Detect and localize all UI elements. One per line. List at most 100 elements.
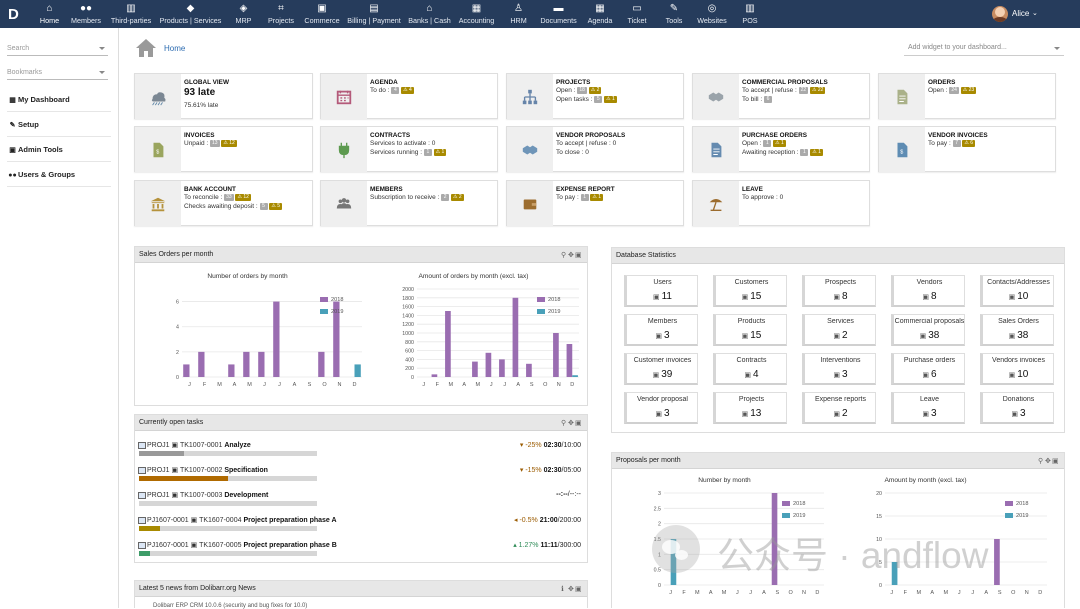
search-input[interactable]: Search [7,42,108,56]
menu-third-parties[interactable]: ▥ Third-parties [109,0,153,28]
bar-2018-M[interactable] [243,351,250,377]
box-vendor-proposals[interactable]: VENDOR PROPOSALS To accept | refuse : 0 … [506,126,684,173]
sidebar-item-admin-tools[interactable]: ▣ Admin Tools [7,138,111,162]
box-expense-report[interactable]: EXPENSE REPORT To pay : 1 ⚠ 1 [506,180,684,227]
user-name[interactable]: Alice [1012,9,1030,18]
task-text[interactable]: PJ1607-0001 ▣ TK1607-0005 Project prepar… [147,541,337,549]
warning-badge[interactable]: ⚠ 1 [773,140,786,147]
menu-billing[interactable]: ▤ Billing | Payment [346,0,402,28]
news-item[interactable]: Dolibarr ERP CRM 10.0.6 (security and bu… [153,603,308,609]
move-icon[interactable]: ✥ [1045,458,1055,465]
stat-card[interactable]: Products ▣ 15 [713,314,787,346]
stat-card[interactable]: Vendors invoices ▣ 10 [980,353,1054,385]
stat-card[interactable]: Purchase orders ▣ 6 [891,353,965,385]
bar-2018-D[interactable] [566,344,573,377]
warning-badge[interactable]: ⚠ 2 [588,87,602,94]
count-badge[interactable]: 18 [577,87,587,94]
bar-2018-A[interactable] [512,297,519,377]
filter-icon[interactable]: ⚲ [561,252,571,259]
warning-badge[interactable]: ⚠ 1 [590,194,604,201]
menu-home[interactable]: ⌂ Home [36,0,63,28]
stat-card[interactable]: Vendor proposal ▣ 3 [624,392,698,424]
app-logo[interactable]: D [8,6,19,23]
bar-2018-J[interactable] [183,364,190,377]
avatar[interactable] [992,6,1008,22]
count-badge[interactable]: 5 [259,203,268,210]
count-badge[interactable]: 33 [224,194,234,201]
bar-2018-J[interactable] [499,359,505,377]
menu-pos[interactable]: ▥ POS [739,0,761,28]
box-invoices[interactable]: $ INVOICES Unpaid : 13 ⚠ 12 [134,126,313,173]
count-badge[interactable]: 24 [949,87,959,94]
move-icon[interactable]: ✥ [568,586,578,593]
move-icon[interactable]: ✥ [568,252,578,259]
bar-2018-N[interactable] [553,333,559,377]
box-orders[interactable]: ORDERS Open : 24 ⚠ 23 [878,73,1056,120]
stat-card[interactable]: Customers ▣ 15 [713,275,787,307]
menu-ticket[interactable]: ▭ Ticket [624,0,650,28]
task-row[interactable]: PROJ1 ▣ TK1007-0002 Specification ▾ -15% … [138,465,584,485]
menu-websites[interactable]: ◎ Websites [695,0,729,28]
menu-agenda[interactable]: ▦ Agenda [585,0,615,28]
count-badge[interactable]: 2 [441,194,450,201]
task-text[interactable]: PROJ1 ▣ TK1007-0001 Analyze [147,441,251,449]
menu-members[interactable]: ●● Members [69,0,103,28]
menu-banks[interactable]: ⌂ Banks | Cash [407,0,452,28]
stat-card[interactable]: Sales Orders ▣ 38 [980,314,1054,346]
stat-card[interactable]: Projects ▣ 13 [713,392,787,424]
box-contracts[interactable]: CONTRACTS Services to activate : 0 Servi… [320,126,498,173]
count-badge[interactable]: 22 [798,87,809,94]
count-badge[interactable]: 1 [580,194,589,201]
bar-2018-S[interactable] [526,363,532,377]
count-badge[interactable]: 7 [952,140,961,147]
task-ref[interactable]: TK1007-0003 [179,492,223,499]
page-title[interactable]: Home [164,44,186,53]
bar-2018-F[interactable] [431,374,438,377]
stat-card[interactable]: Customer invoices ▣ 39 [624,353,698,385]
user-menu[interactable]: Alice ⌄ [992,0,1080,28]
task-text[interactable]: PJ1607-0001 ▣ TK1607-0004 Project prepar… [147,516,337,524]
task-text[interactable]: PROJ1 ▣ TK1007-0003 Development [147,491,268,499]
project-ref[interactable]: PROJ1 [147,467,170,474]
count-badge[interactable]: 13 [210,140,220,147]
box-projects[interactable]: PROJECTS Open : 18 ⚠ 2 Open tasks : 5 ⚠ … [506,73,684,120]
menu-products[interactable]: ◆ Products | Services [159,0,222,28]
box-bank-account[interactable]: BANK ACCOUNT To reconcile : 33 ⚠ 12 Chec… [134,180,313,227]
bar-2018-S[interactable] [771,493,778,585]
project-ref[interactable]: PJ1607-0001 [147,542,189,549]
task-text[interactable]: PROJ1 ▣ TK1007-0002 Specification [147,466,268,474]
box-purchase-orders[interactable]: PURCHASE ORDERS Open : 1 ⚠ 1 Awaiting re… [692,126,870,173]
menu-commerce[interactable]: ▣ Commerce [303,0,341,28]
warning-badge[interactable]: ⚠ 1 [433,149,447,156]
menu-tools[interactable]: ✎ Tools [662,0,686,28]
sidebar-item-my-dashboard[interactable]: ▦ My Dashboard [7,88,111,112]
bar-2018-J[interactable] [485,352,492,377]
bar-2018-J[interactable] [273,301,280,377]
filter-icon[interactable]: ⚲ [1038,458,1048,465]
box-members[interactable]: MEMBERS Subscription to receive : 2 ⚠ 2 [320,180,498,227]
task-ref[interactable]: TK1007-0002 [179,467,223,474]
stat-card[interactable]: Leave ▣ 3 [891,392,965,424]
count-badge[interactable]: 1 [800,149,809,156]
box-commercial-proposals[interactable]: COMMERCIAL PROPOSALS To accept | refuse … [692,73,870,120]
bar-2018-O[interactable] [318,351,325,377]
bar-2018-N[interactable] [333,301,340,377]
warning-badge[interactable]: ⚠ 1 [810,149,823,156]
bar-2019-J[interactable] [670,539,677,585]
warning-badge[interactable]: ⚠ 1 [604,96,617,103]
menu-documents[interactable]: ▬ Documents [536,0,581,28]
box-global-view[interactable]: GLOBAL VIEW 93 late 75.61% late [134,73,313,120]
chevron-down-icon[interactable]: ⌄ [1032,10,1038,17]
bar-2018-J[interactable] [258,351,265,377]
stat-card[interactable]: Vendors ▣ 8 [891,275,965,307]
warning-badge[interactable]: ⚠ 23 [960,87,977,94]
warning-badge[interactable]: ⚠ 12 [235,194,251,201]
stat-card[interactable]: Expense reports ▣ 2 [802,392,876,424]
task-ref[interactable]: TK1607-0004 [199,517,242,524]
bookmarks-select[interactable]: Bookmarks [7,66,108,80]
warning-badge[interactable]: ⚠ 12 [221,140,237,147]
task-ref[interactable]: TK1607-0005 [199,542,242,549]
sidebar-item-setup[interactable]: ✎ Setup [7,113,111,137]
filter-icon[interactable]: ⚲ [561,420,571,427]
chevron-down-icon[interactable] [1054,47,1060,50]
